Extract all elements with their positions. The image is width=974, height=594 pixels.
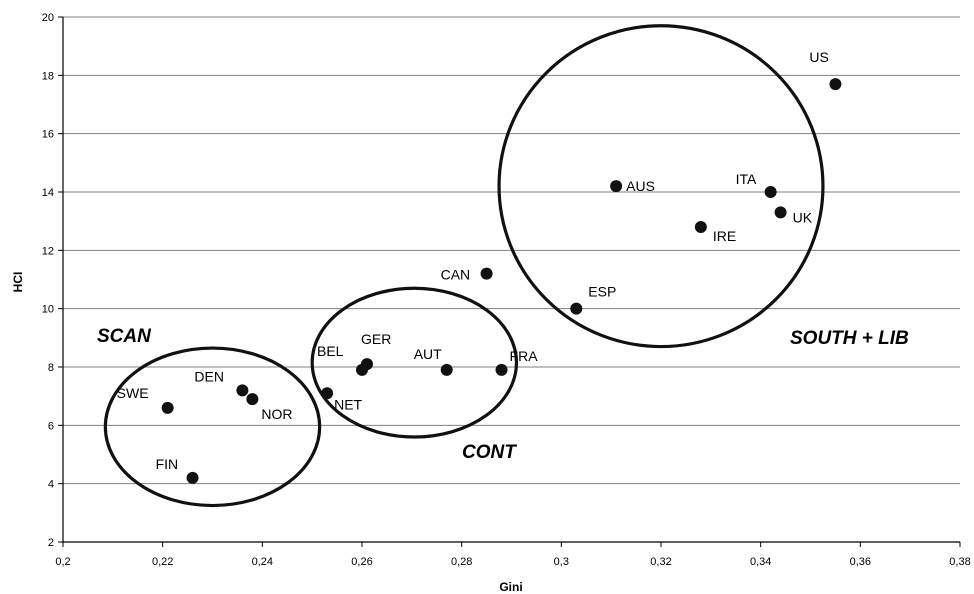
y-tick-label: 6 [48,420,54,432]
point-label-fra: FRA [510,348,539,364]
data-point-den [236,384,249,397]
y-tick-label: 16 [42,129,54,141]
point-label-can: CAN [441,267,471,283]
x-tick-labels: 0,2 0,22 0,24 0,26 0,28 0,3 0,32 0,34 0,36 0,38 [55,556,970,568]
point-label-aut: AUT [414,346,442,362]
group-ellipse-scan [103,346,322,508]
x-tick-label: 0,24 [252,556,273,568]
y-tick-label: 8 [48,362,54,374]
data-points [161,78,842,484]
y-tick-label: 2 [48,537,54,549]
y-tick-label: 12 [42,245,54,257]
data-point-ita [764,186,777,198]
x-tick-label: 0,28 [451,556,472,568]
data-point-fin [186,471,199,484]
data-point-nor [246,393,259,406]
x-tick-label: 0,32 [650,556,671,568]
point-label-den: DEN [194,368,224,384]
x-tick-label: 0,34 [750,556,771,568]
y-tick-label: 10 [42,304,54,316]
data-point-swe [161,401,174,414]
x-tick-label: 0,22 [152,556,173,568]
x-tick-label: 0,2 [55,556,70,568]
x-tick-label: 0,26 [351,556,372,568]
point-label-ita: ITA [736,171,757,187]
data-point-ger [360,358,373,371]
x-tick-label: 0,38 [949,556,970,568]
y-tick-label: 20 [42,12,54,24]
group-label-south-lib: SOUTH + LIB [790,328,909,349]
data-point-net [321,387,334,400]
data-point-fra [495,363,508,376]
data-point-uk [774,206,787,219]
x-tick-label: 0,3 [554,556,569,568]
point-label-uk: UK [793,209,813,225]
data-point-aus [610,180,623,193]
axes [58,16,961,547]
point-label-us: US [809,49,828,65]
y-axis-title: HCI [11,272,25,293]
group-ellipses [103,24,825,508]
data-point-aut [440,363,453,376]
group-ellipse-south-lib [497,24,825,349]
point-label-swe: SWE [117,385,149,401]
y-tick-label: 18 [42,70,54,82]
group-ellipse-cont [310,286,519,439]
x-axis-title: Gini [499,580,522,594]
point-label-esp: ESP [588,284,616,300]
point-labels: US AUS ITA UK IRE CAN ESP BEL GER AUT FRA NET DEN NOR… [117,49,829,472]
data-point-us [829,78,842,91]
point-label-ger: GER [361,331,391,347]
group-label-scan: SCAN [97,326,152,347]
group-label-cont: CONT [462,442,517,463]
y-tick-labels: 2 4 6 8 10 12 14 16 18 20 [42,12,54,549]
point-label-aus: AUS [626,178,655,194]
y-tick-label: 4 [48,479,54,491]
data-point-ire [694,221,707,233]
point-label-net: NET [334,396,362,412]
point-label-ire: IRE [713,228,736,244]
data-point-esp [570,302,583,315]
group-labels: SCAN CONT SOUTH + LIB [97,326,909,463]
point-label-nor: NOR [261,406,292,422]
point-label-fin: FIN [156,456,179,472]
y-tick-label: 14 [42,187,54,199]
data-point-can [480,267,493,280]
point-label-bel: BEL [317,343,344,359]
x-tick-label: 0,36 [850,556,871,568]
